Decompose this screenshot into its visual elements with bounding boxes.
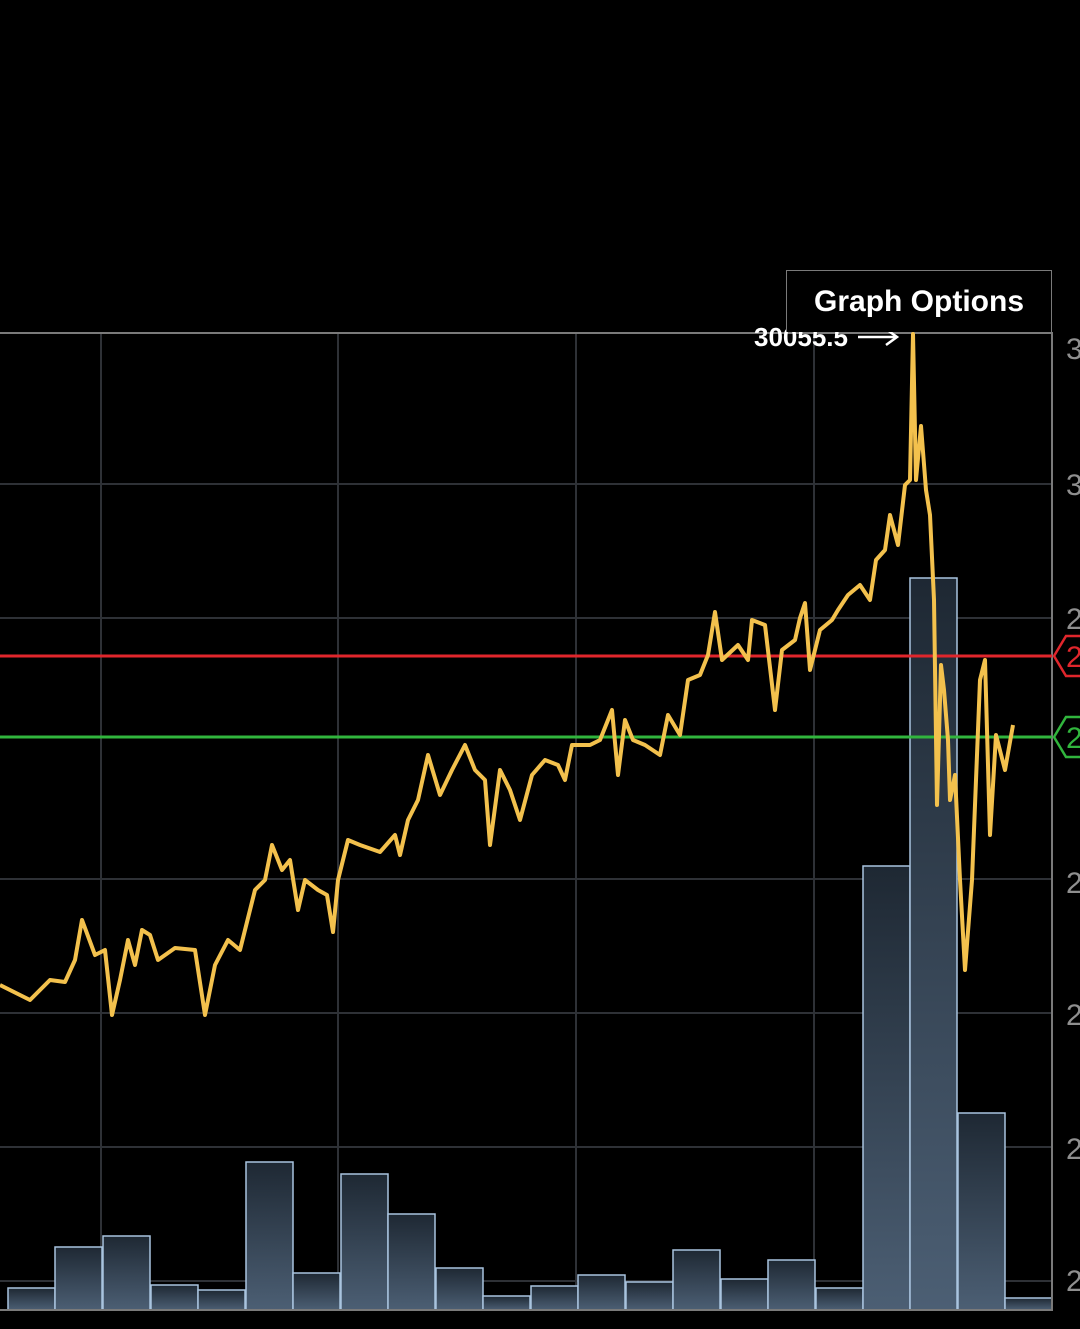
volume-bar bbox=[577, 1274, 626, 1311]
price-line bbox=[0, 332, 1015, 1017]
volume-bar bbox=[387, 1213, 436, 1311]
y-axis-tick-label: 3 bbox=[1066, 333, 1080, 366]
volume-bar bbox=[150, 1284, 199, 1311]
y-axis-tick-label: 2 bbox=[1066, 1133, 1080, 1166]
graph-options-button[interactable]: Graph Options bbox=[786, 270, 1052, 332]
volume-bar bbox=[957, 1112, 1006, 1311]
volume-bar bbox=[530, 1285, 579, 1311]
volume-bar bbox=[292, 1272, 341, 1311]
volume-bar bbox=[435, 1267, 484, 1311]
y-axis-tick-label: 2 bbox=[1066, 999, 1080, 1032]
volume-bar bbox=[54, 1246, 103, 1311]
volume-bar bbox=[245, 1161, 294, 1311]
y-axis-labels: 3 3 2 2 2 2 2 bbox=[1066, 333, 1080, 1298]
volume-bars bbox=[7, 577, 1053, 1311]
red-line-label: 2 bbox=[1066, 641, 1080, 674]
green-line-tag[interactable]: 2 bbox=[1052, 715, 1080, 759]
volume-bar bbox=[7, 1287, 56, 1311]
y-axis-tick-label: 3 bbox=[1066, 469, 1080, 502]
y-axis-tick-label: 2 bbox=[1066, 603, 1080, 636]
volume-bar bbox=[862, 865, 911, 1311]
volume-bar bbox=[197, 1289, 246, 1311]
y-axis-tick-label: 2 bbox=[1066, 867, 1080, 900]
plot-frame bbox=[0, 332, 1053, 1311]
volume-bar bbox=[482, 1295, 531, 1311]
red-line-tag[interactable]: 2 bbox=[1052, 634, 1080, 678]
volume-bar bbox=[672, 1249, 721, 1311]
volume-bar bbox=[625, 1281, 674, 1311]
volume-bar bbox=[720, 1278, 769, 1311]
volume-bar bbox=[815, 1287, 864, 1311]
y-axis-tick-label: 2 bbox=[1066, 1265, 1080, 1298]
red-line-tag-shape bbox=[1052, 634, 1080, 678]
graph-options-label: Graph Options bbox=[814, 284, 1024, 318]
green-line-label: 2 bbox=[1066, 722, 1080, 755]
volume-bar bbox=[1004, 1297, 1053, 1311]
green-line-tag-shape bbox=[1052, 715, 1080, 759]
volume-bar bbox=[340, 1173, 389, 1311]
volume-bar bbox=[102, 1235, 151, 1311]
volume-bar bbox=[767, 1259, 816, 1311]
